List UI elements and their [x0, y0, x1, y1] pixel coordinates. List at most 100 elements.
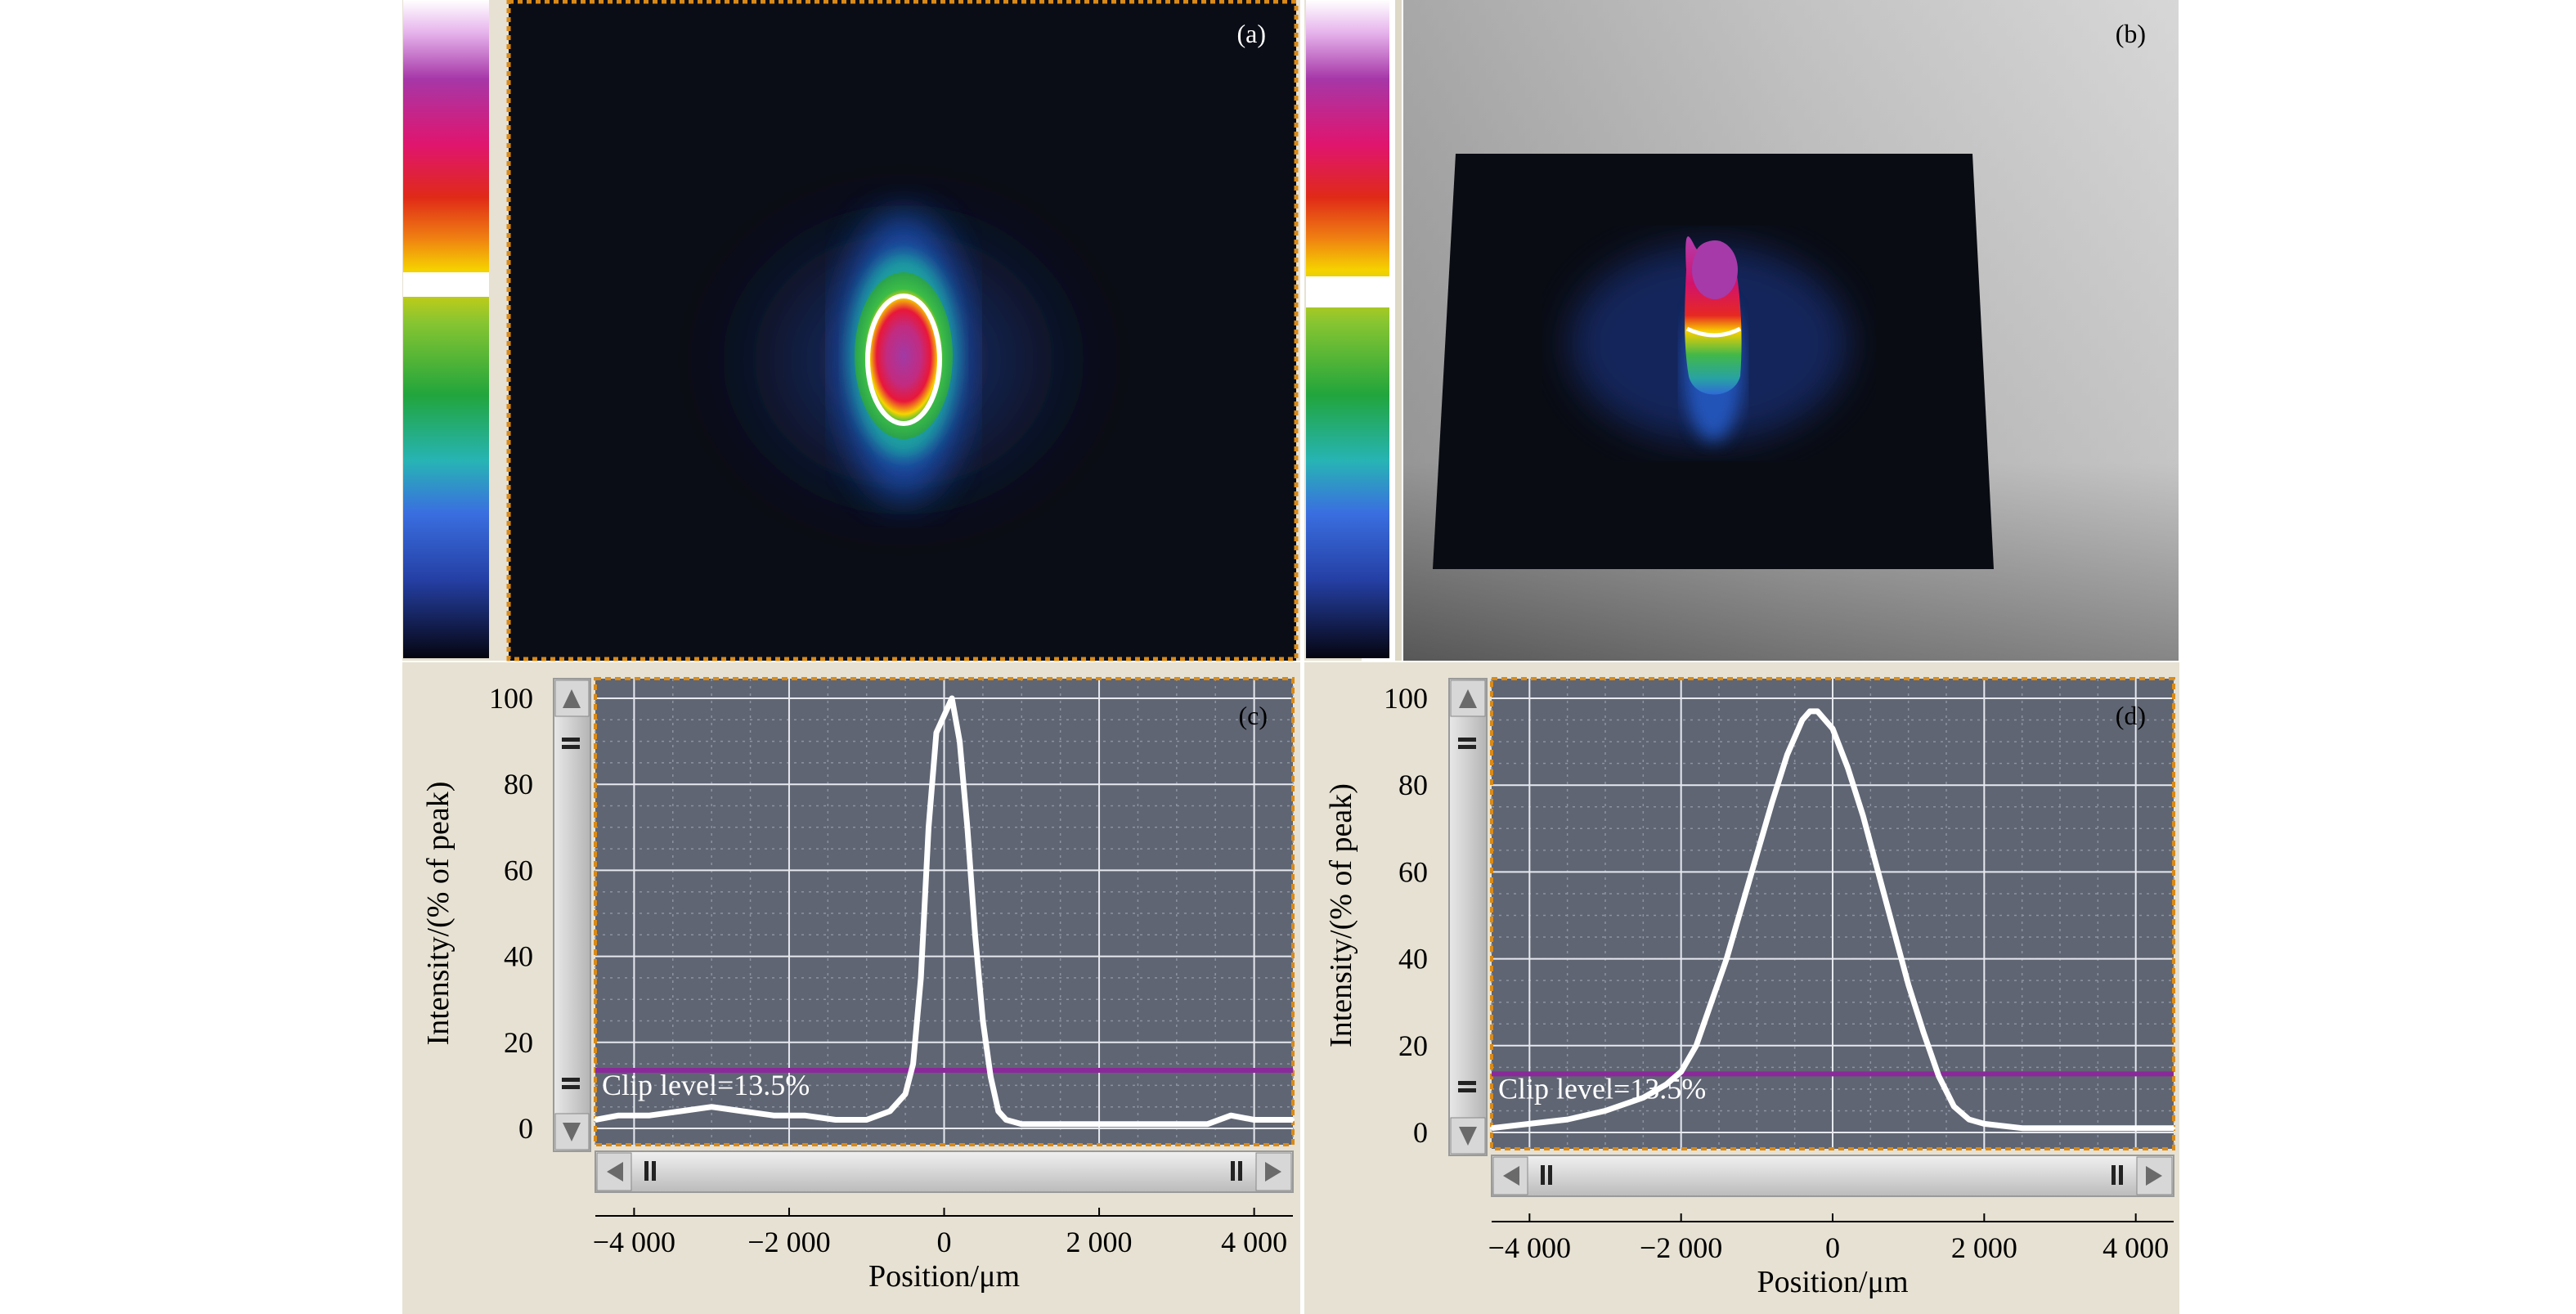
- data-point: [648, 1114, 652, 1118]
- data-point: [1892, 926, 1896, 931]
- down-arrow-icon: [563, 1123, 581, 1141]
- data-point: [1051, 1122, 1055, 1126]
- scroll-grip-left-c[interactable]: [644, 1161, 656, 1181]
- data-point: [1922, 1030, 1926, 1034]
- data-point: [1664, 1083, 1668, 1087]
- data-point: [989, 1074, 993, 1079]
- y-tick-label: 0: [1413, 1116, 1428, 1149]
- data-point: [1694, 1043, 1699, 1047]
- data-point: [1785, 753, 1789, 757]
- data-point: [1770, 801, 1774, 805]
- scroll-grip-top-d[interactable]: [1458, 738, 1476, 749]
- x-axis-label: Position/μm: [868, 1259, 1020, 1294]
- up-arrow-icon: [563, 689, 581, 708]
- data-point: [1276, 1118, 1280, 1122]
- right-arrow-icon: [1265, 1162, 1281, 1182]
- data-point: [1876, 870, 1880, 874]
- data-point: [973, 933, 977, 937]
- data-point: [2058, 1126, 2062, 1130]
- data-point: [1174, 1122, 1178, 1126]
- data-point: [1565, 1118, 1569, 1122]
- scroll-grip-top-c[interactable]: [562, 738, 580, 749]
- scroll-grip-right-d[interactable]: [2112, 1165, 2123, 1185]
- clip-level-d: Clip level=13.5%: [1492, 1071, 2174, 1105]
- data-point: [1082, 1122, 1086, 1126]
- data-point: [888, 1109, 892, 1113]
- data-point: [679, 1109, 683, 1113]
- data-point: [1982, 1122, 1986, 1126]
- data-point: [1906, 983, 1910, 987]
- clip-level-label: Clip level=13.5%: [602, 1069, 810, 1101]
- data-point: [802, 1114, 806, 1118]
- panel-a: (a): [402, 0, 1300, 661]
- data-point: [1739, 904, 1744, 908]
- data-point: [1528, 1122, 1532, 1126]
- data-point: [1755, 853, 1759, 857]
- panel-tag-d: (d): [2116, 701, 2146, 730]
- axes-d: 0 20 40 60 80 100 −4 000 −2 000 0 2 000 4 000 Posit…: [1324, 682, 2169, 1299]
- data-point: [1604, 1109, 1607, 1113]
- vertical-scrollbar-d[interactable]: [1448, 678, 1488, 1156]
- axes-c: 0 20 40 60 80 100 −4 000 −2 000 0 2 000 4 000 Posit…: [421, 682, 1287, 1294]
- y-tick-label: 80: [1398, 769, 1428, 801]
- color-palette-bar-b: [1306, 0, 1389, 658]
- data-point: [1725, 957, 1729, 961]
- data-point: [942, 714, 946, 718]
- profile-curve-c: [594, 695, 1295, 1128]
- data-point: [2020, 1126, 2024, 1130]
- data-point: [1143, 1122, 1147, 1126]
- data-point: [935, 731, 939, 735]
- data-point: [741, 1109, 745, 1113]
- horizontal-scrollbar-c[interactable]: [595, 1150, 1294, 1193]
- horizontal-scrollbar-d[interactable]: [1491, 1155, 2174, 1197]
- panel-c: Clip level=13.5% (c) 0 20 40 60 80 100 −4 000 −…: [402, 662, 1300, 1314]
- y-tick-label: 60: [1398, 855, 1428, 888]
- scroll-grip-left-d[interactable]: [1541, 1165, 1552, 1185]
- vertical-scrollbar-c[interactable]: [553, 678, 591, 1152]
- down-arrow-icon: [1459, 1127, 1477, 1146]
- data-point: [833, 1118, 837, 1122]
- data-point: [710, 1105, 714, 1109]
- data-point: [1229, 1114, 1233, 1118]
- plot-border-c: [594, 677, 1295, 1146]
- panel-tag-b: (b): [2116, 19, 2146, 48]
- y-tick-label: 40: [1398, 943, 1428, 975]
- data-point: [927, 825, 931, 829]
- right-arrow-icon: [2146, 1166, 2162, 1186]
- panel-d: Clip level=13.5% (d) 0 20 40 60 80 100 −4 000 −…: [1304, 662, 2179, 1314]
- x-tick-label: −2 000: [1640, 1231, 1722, 1264]
- data-point: [919, 975, 923, 980]
- data-point: [1004, 1118, 1008, 1122]
- data-point: [949, 697, 954, 700]
- x-tick-label: −4 000: [593, 1226, 675, 1258]
- data-point: [981, 1019, 985, 1023]
- x-tick-label: 2 000: [1951, 1231, 2017, 1264]
- data-point: [1952, 1105, 1956, 1109]
- data-point: [1291, 1118, 1295, 1122]
- data-point: [2096, 1126, 2100, 1130]
- data-point: [864, 1118, 868, 1122]
- y-axis-label: Intensity/(% of peak): [421, 782, 456, 1046]
- profile-curve-d: [1490, 708, 2175, 1132]
- scroll-grip-bottom-c[interactable]: [562, 1078, 580, 1089]
- clip-marker-b: [1306, 276, 1389, 307]
- x-tick-label: 4 000: [2103, 1231, 2169, 1264]
- data-point: [594, 1118, 597, 1122]
- data-point: [1800, 718, 1804, 722]
- panel-tag-a: (a): [1236, 19, 1266, 48]
- data-point: [1679, 1070, 1683, 1074]
- data-point: [958, 739, 962, 743]
- x-tick-label: 0: [937, 1226, 952, 1258]
- y-tick-label: 20: [1398, 1029, 1428, 1062]
- scroll-grip-bottom-d[interactable]: [1458, 1081, 1476, 1092]
- y-tick-label: 80: [504, 768, 533, 801]
- data-point: [1936, 1074, 1941, 1078]
- scroll-grip-right-c[interactable]: [1231, 1161, 1242, 1181]
- y-tick-label: 20: [504, 1026, 533, 1059]
- y-tick-label: 40: [504, 940, 533, 973]
- x-axis-label: Position/μm: [1757, 1265, 1908, 1299]
- color-palette-bar-a: [403, 0, 489, 658]
- data-point: [1205, 1122, 1209, 1126]
- data-point: [904, 1092, 908, 1096]
